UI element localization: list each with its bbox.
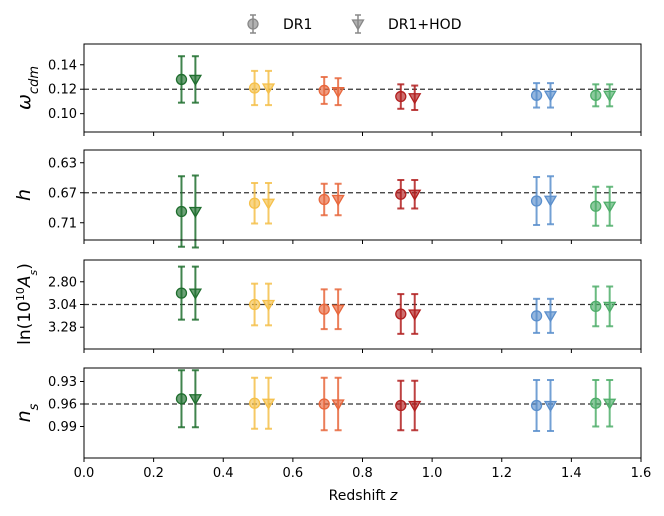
data-point-dr1-hod	[603, 398, 617, 411]
y-tick-label: 0.67	[48, 186, 77, 201]
y-tick-label: 0.71	[48, 216, 77, 231]
panel-frame	[83, 43, 642, 133]
panel-2: 0.63 0.67 0.71	[48, 149, 642, 249]
legend-label: DR1+HOD	[388, 17, 461, 33]
data-point-dr1-hod	[331, 194, 345, 207]
data-point-dr1	[590, 200, 602, 212]
x-tick-label: 1.4	[561, 466, 582, 481]
data-point-dr1	[395, 90, 407, 103]
data-point-dr1	[248, 298, 261, 311]
x-tick-label: 1.6	[631, 466, 652, 481]
data-point-dr1-hod	[188, 206, 203, 219]
data-point-dr1	[395, 308, 407, 320]
panel-frame	[83, 367, 642, 459]
data-point-dr1	[395, 399, 407, 412]
panel-4: 0.93 0.96 0.99	[48, 367, 642, 462]
data-point-dr1	[318, 398, 330, 410]
y-tick-label: 0.63	[48, 156, 77, 171]
data-point-dr1-hod	[543, 90, 558, 103]
y-tick-label: 0.93	[48, 375, 77, 390]
data-point-dr1	[530, 399, 543, 412]
y-tick-label: 0.14	[48, 58, 77, 73]
panel-3: 2.80 3.04 3.28	[48, 259, 642, 353]
data-point-dr1	[318, 303, 330, 315]
data-point-dr1	[530, 310, 543, 322]
data-point-dr1	[248, 82, 261, 94]
data-point-dr1-hod	[261, 299, 276, 312]
data-point-dr1	[248, 197, 261, 209]
y-tick-label: 3.28	[48, 321, 77, 336]
data-point-dr1-hod	[408, 189, 422, 202]
data-point-dr1	[530, 195, 543, 207]
y-tick-label: 0.10	[48, 107, 77, 122]
data-point-dr1	[395, 188, 407, 200]
y-tick-label: 3.04	[48, 298, 77, 313]
legend-marker-triangle	[351, 19, 365, 31]
x-tick-label: 0.0	[74, 466, 95, 481]
x-axis-label: Redshift z	[329, 488, 398, 504]
data-point-dr1	[175, 287, 188, 299]
data-point-dr1	[318, 193, 330, 206]
data-point-dr1-hod	[188, 74, 203, 87]
data-point-dr1	[590, 397, 602, 409]
y-axis-label-3: ln(1010As)	[14, 263, 40, 345]
data-point-dr1-hod	[261, 398, 276, 411]
data-point-dr1-hod	[603, 90, 617, 103]
data-point-dr1-hod	[408, 309, 422, 321]
y-tick-label: 0.99	[48, 420, 77, 435]
panel-frame	[83, 149, 642, 241]
data-point-dr1-hod	[543, 311, 558, 323]
data-point-dr1	[175, 205, 188, 218]
data-point-dr1-hod	[331, 304, 345, 317]
data-point-dr1-hod	[188, 394, 203, 406]
legend: DR1 DR1+HOD	[247, 14, 461, 34]
y-axis-label-4: ns	[13, 403, 42, 422]
x-tick-label: 0.8	[352, 466, 373, 481]
data-point-dr1-hod	[603, 301, 617, 314]
data-point-dr1-hod	[543, 400, 558, 413]
x-tick-label: 0.6	[283, 466, 304, 481]
data-point-dr1-hod	[408, 400, 422, 413]
x-tick-label: 0.2	[143, 466, 164, 481]
data-point-dr1-hod	[408, 93, 422, 105]
data-point-dr1-hod	[331, 399, 345, 411]
legend-marker-circle	[247, 18, 259, 30]
y-tick-label: 2.80	[48, 275, 77, 290]
data-point-dr1	[590, 89, 602, 101]
data-point-dr1-hod	[543, 195, 558, 208]
panels: 0.10 0.12 0.14 0.63 0.67 0.71 2.80 3.04 3.28 0.93…	[13, 43, 652, 481]
x-tick-label: 0.4	[213, 466, 234, 481]
y-axis-label-1: ωcdm	[13, 66, 42, 110]
data-point-dr1-hod	[188, 288, 203, 300]
data-point-dr1-hod	[261, 198, 276, 211]
y-axis-label-2: h	[13, 189, 35, 201]
data-point-dr1-hod	[603, 201, 617, 214]
legend-label: DR1	[283, 17, 312, 33]
data-point-dr1	[318, 84, 330, 97]
data-point-dr1	[530, 89, 543, 101]
data-point-dr1	[175, 73, 188, 86]
x-tick-label: 1.0	[422, 466, 443, 481]
y-tick-label: 0.12	[48, 83, 77, 98]
x-tick-label: 1.2	[491, 466, 512, 481]
y-tick-label: 0.96	[48, 398, 77, 413]
data-point-dr1	[248, 397, 261, 409]
data-point-dr1-hod	[261, 83, 276, 95]
data-point-dr1	[590, 300, 602, 313]
data-point-dr1-hod	[331, 87, 345, 99]
data-point-dr1	[175, 393, 188, 405]
panel-1: 0.10 0.12 0.14	[48, 43, 642, 136]
